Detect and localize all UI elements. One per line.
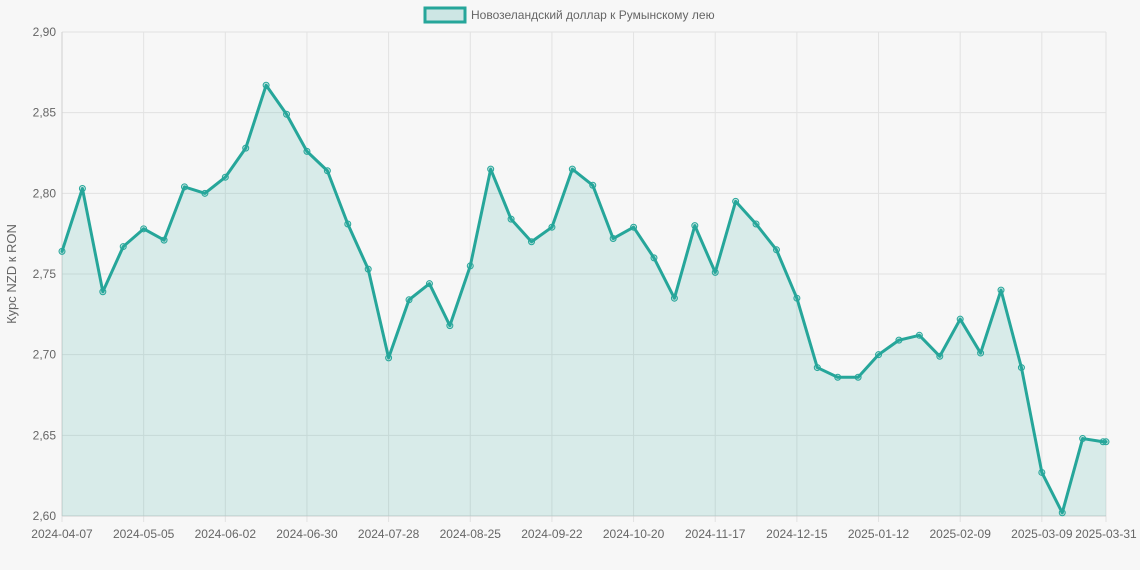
y-tick-label: 2,60 xyxy=(33,509,57,523)
data-point xyxy=(119,243,127,251)
data-point xyxy=(446,322,454,330)
legend-swatch[interactable] xyxy=(423,6,467,24)
data-point xyxy=(568,165,576,173)
y-tick-label: 2,65 xyxy=(33,428,57,442)
y-tick-label: 2,85 xyxy=(33,106,57,120)
series-area xyxy=(62,85,1106,517)
x-tick-label: 2024-07-28 xyxy=(358,527,420,541)
data-point xyxy=(772,246,780,254)
data-point xyxy=(956,315,964,323)
data-point xyxy=(875,351,883,359)
data-point xyxy=(140,225,148,233)
x-tick-label: 2024-05-05 xyxy=(113,527,175,541)
data-point xyxy=(609,235,617,243)
legend[interactable]: Новозеландский доллар к Румынскому лею xyxy=(423,6,715,24)
data-point xyxy=(711,268,719,276)
data-point xyxy=(221,173,229,181)
data-point xyxy=(99,288,107,296)
y-tick-label: 2,70 xyxy=(33,348,57,362)
data-point xyxy=(589,181,597,189)
data-point xyxy=(487,165,495,173)
data-point xyxy=(997,286,1005,294)
data-point xyxy=(1079,435,1087,443)
x-tick-label: 2025-03-09 xyxy=(1011,527,1073,541)
series-points xyxy=(58,81,1110,517)
data-point xyxy=(895,336,903,344)
y-axis-title: Курс NZD к RON xyxy=(4,224,19,324)
x-tick-label: 2024-06-30 xyxy=(276,527,338,541)
x-tick-label: 2024-06-02 xyxy=(195,527,257,541)
data-point xyxy=(466,262,474,270)
data-point xyxy=(242,144,250,152)
y-tick-label: 2,75 xyxy=(33,267,57,281)
data-point xyxy=(813,364,821,372)
data-point xyxy=(834,373,842,381)
data-point xyxy=(385,354,393,362)
y-tick-label: 2,80 xyxy=(33,186,57,200)
data-point xyxy=(180,183,188,191)
x-tick-label: 2024-08-25 xyxy=(440,527,502,541)
data-point xyxy=(630,223,638,231)
data-point xyxy=(915,331,923,339)
data-point xyxy=(732,197,740,205)
data-point xyxy=(793,294,801,302)
data-point xyxy=(323,167,331,175)
x-tick-label: 2024-04-07 xyxy=(31,527,93,541)
data-point xyxy=(364,265,372,273)
data-point xyxy=(1017,364,1025,372)
data-point xyxy=(1058,509,1066,517)
area-fill xyxy=(62,85,1106,517)
series-path xyxy=(60,83,1108,515)
data-point xyxy=(854,373,862,381)
series-line xyxy=(60,83,1108,515)
data-point xyxy=(507,215,515,223)
data-point xyxy=(262,81,270,89)
data-point xyxy=(936,352,944,360)
data-point xyxy=(344,220,352,228)
x-tick-label: 2024-11-17 xyxy=(685,527,746,541)
data-point xyxy=(1038,468,1046,476)
x-tick-label: 2025-03-31 xyxy=(1075,527,1137,541)
data-point xyxy=(303,147,311,155)
x-tick-label: 2024-09-22 xyxy=(521,527,583,541)
data-point xyxy=(650,254,658,262)
data-point xyxy=(160,236,168,244)
data-point xyxy=(78,184,86,192)
y-axis-ticks: 2,90 2,85 2,80 2,75 2,70 2,65 2,60 xyxy=(33,25,57,523)
x-tick-label: 2025-01-12 xyxy=(848,527,910,541)
data-point xyxy=(58,247,66,255)
data-point xyxy=(528,238,536,246)
data-point xyxy=(405,296,413,304)
legend-label[interactable]: Новозеландский доллар к Румынскому лею xyxy=(471,8,715,22)
data-point xyxy=(670,294,678,302)
data-point xyxy=(283,110,291,118)
x-tick-label: 2025-02-09 xyxy=(929,527,991,541)
x-axis-ticks: 2024-04-07 2024-05-05 2024-06-02 2024-06-30… xyxy=(31,527,1137,541)
data-point xyxy=(752,220,760,228)
data-point xyxy=(691,222,699,230)
data-point xyxy=(1102,438,1110,446)
data-point xyxy=(548,223,556,231)
data-point xyxy=(201,189,209,197)
y-tick-label: 2,90 xyxy=(33,25,57,39)
grid xyxy=(61,31,1107,522)
x-tick-label: 2024-10-20 xyxy=(603,527,665,541)
data-point xyxy=(425,280,433,288)
data-point xyxy=(977,349,985,357)
x-tick-label: 2024-12-15 xyxy=(766,527,828,541)
